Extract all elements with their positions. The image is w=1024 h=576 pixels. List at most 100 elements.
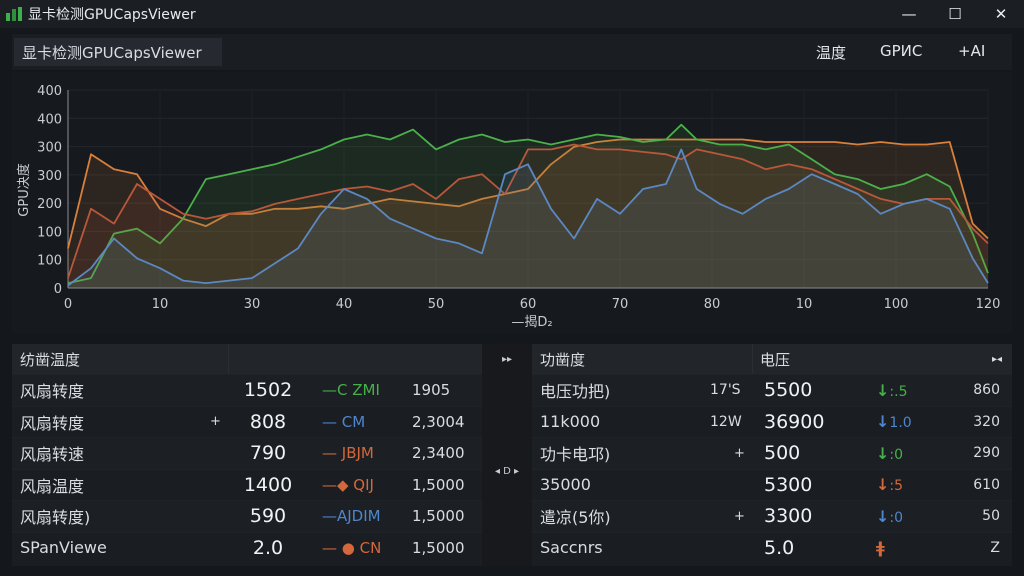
x-tick-label: 10: [152, 297, 169, 312]
table-row[interactable]: 风扇转度 +808 — CM 2,3004: [12, 405, 482, 438]
row-unit: 17'S: [710, 382, 741, 399]
row-num: 610: [973, 476, 1000, 493]
row-label: Saccnrs: [540, 538, 603, 558]
row-value: 36900: [764, 410, 825, 433]
x-tick-label: 0: [64, 297, 72, 312]
row-value: 2.0: [252, 536, 284, 559]
chart-svg: 0 100 100 200 300 300 400 400 0 10 30 40 50 60 70 80 10 1…: [16, 84, 1001, 330]
row-num: 320: [973, 413, 1000, 430]
row-num: 860: [973, 382, 1000, 399]
trend-arrow-icon: ↓:0: [876, 506, 904, 526]
series-line-2: [67, 143, 989, 279]
x-tick-label: 80: [704, 297, 721, 312]
row-unit: 12W: [710, 413, 742, 430]
table-row[interactable]: 35000 5300 ↓:5 610: [532, 468, 1012, 501]
row-num: 1,5000: [412, 538, 465, 557]
row-num: 1,5000: [412, 475, 465, 494]
table-row[interactable]: 风扇温度 1400 —◆ QIJ 1,5000: [12, 468, 482, 501]
series-line-1: [67, 123, 989, 284]
y-tick-label: 100: [37, 225, 62, 240]
tab-ai[interactable]: +AI: [958, 42, 986, 60]
y-tick-label: 200: [37, 197, 62, 212]
minimize-button[interactable]: —: [901, 5, 917, 23]
right-panel-header: 功凿度 电压 ▸◂: [532, 344, 1012, 374]
app-name: 显卡检测GPUCapsViewer: [14, 38, 222, 66]
row-value: 3300: [764, 505, 813, 528]
y-tick-label: 300: [37, 141, 62, 156]
series-line-0: [67, 138, 989, 249]
row-tag: —C ZMI: [322, 381, 380, 400]
y-tick-label: 0: [54, 282, 62, 297]
row-value: 1502: [243, 379, 293, 402]
title-bar: 显卡检测GPUCapsViewer — ☐ ✕: [0, 0, 1024, 28]
left-panel-header: 纺凿温度: [12, 344, 482, 374]
row-num: 1,5000: [412, 507, 465, 526]
series-line-3: [67, 148, 989, 287]
right-panel: 功凿度 电压 ▸◂ 电压功把) 17'S 5500 ↓:.5 860 11k000 12W 3…: [532, 344, 1012, 566]
resize-handle-icon[interactable]: ◂ D ▸: [494, 466, 520, 477]
table-row[interactable]: 电压功把) 17'S 5500 ↓:.5 860: [532, 374, 1012, 406]
tab-temperature[interactable]: 温度: [816, 44, 847, 62]
x-tick-label: 70: [612, 297, 629, 312]
row-plus: +: [734, 508, 745, 524]
tab-gpu[interactable]: GРИС: [880, 42, 923, 60]
app-icon: [6, 7, 22, 21]
series-area-3: [68, 149, 988, 288]
row-tag: — CM: [322, 412, 366, 431]
row-label: 风扇转度: [20, 413, 85, 433]
row-num: 1905: [412, 381, 451, 400]
collapse-icon[interactable]: ▸◂: [991, 353, 1002, 365]
trend-arrow-icon: ǂ: [876, 538, 885, 558]
row-value: 590: [249, 505, 287, 528]
row-plus: +: [210, 414, 221, 430]
expand-icon[interactable]: ▸▸: [501, 354, 513, 365]
table-row[interactable]: 11k000 12W 36900 ↓1.0 320: [532, 405, 1012, 438]
x-tick-label: 100: [884, 297, 909, 312]
row-label: 电压功把): [540, 382, 611, 402]
row-value: 500: [764, 442, 801, 465]
series-area-0: [68, 139, 988, 288]
row-label: SPanViewe: [20, 538, 107, 558]
row-label: 遣凉(5你): [540, 508, 611, 528]
row-value: 808: [249, 410, 287, 433]
right-header-label: 功凿度: [540, 350, 586, 369]
close-button[interactable]: ✕: [994, 5, 1008, 23]
x-tick-label: 10: [796, 297, 813, 312]
trend-arrow-icon: ↓1.0: [876, 412, 912, 432]
row-value: 5300: [764, 473, 813, 496]
panel-divider[interactable]: ▸▸ ◂ D ▸: [482, 344, 532, 566]
trend-arrow-icon: ↓:0: [876, 443, 904, 463]
row-num: 2,3004: [412, 412, 465, 431]
trend-arrow-icon: ↓:.5: [876, 380, 908, 400]
maximize-button[interactable]: ☐: [948, 5, 962, 23]
right-header-voltage: 电压: [760, 350, 791, 369]
row-tag: —AJDIM: [322, 507, 381, 526]
app-header: 显卡检测GPUCapsViewer 温度 GРИС +AI: [12, 34, 1012, 70]
series-area-2: [68, 144, 988, 288]
row-value: 5500: [764, 379, 813, 402]
row-value: 1400: [243, 473, 293, 496]
y-tick-label: 400: [37, 112, 62, 127]
gpu-chart: 0 100 100 200 300 300 400 400 0 10 30 40 50 60 70 80 10 1…: [12, 72, 1012, 334]
table-row[interactable]: 风扇转速 790 — JBJM 2,3400: [12, 437, 482, 469]
row-tag: — JBJM: [322, 444, 374, 463]
table-row[interactable]: 风扇转度) 590 —AJDIM 1,5000: [12, 500, 482, 532]
y-axis-label: GPU决度: [16, 163, 32, 216]
row-label: 11k000: [540, 412, 601, 432]
x-tick-label: 120: [976, 297, 1001, 312]
y-tick-label: 300: [37, 169, 62, 184]
left-header-label: 纺凿温度: [20, 350, 81, 369]
table-row[interactable]: Saccnrs 5.0 ǂ Z: [532, 531, 1012, 564]
x-tick-label: 40: [336, 297, 353, 312]
x-tick-label: 30: [244, 297, 261, 312]
window-title: 显卡检测GPUCapsViewer: [28, 7, 196, 23]
y-tick-label: 400: [37, 84, 62, 99]
row-num: Z: [990, 539, 1000, 556]
table-row[interactable]: 遣凉(5你) +3300 ↓:0 50: [532, 500, 1012, 532]
table-row[interactable]: 功卡电邛) +500 ↓:0 290: [532, 437, 1012, 469]
table-row[interactable]: 风扇转度 1502 —C ZMI 1905: [12, 374, 482, 406]
x-tick-label: 60: [520, 297, 537, 312]
left-panel: 纺凿温度 风扇转度 1502 —C ZMI 1905 风扇转度 +808 — CM 2,300…: [12, 344, 482, 566]
row-label: 风扇转速: [20, 445, 85, 465]
table-row[interactable]: SPanViewe 2.0 — ● CN 1,5000: [12, 531, 482, 564]
